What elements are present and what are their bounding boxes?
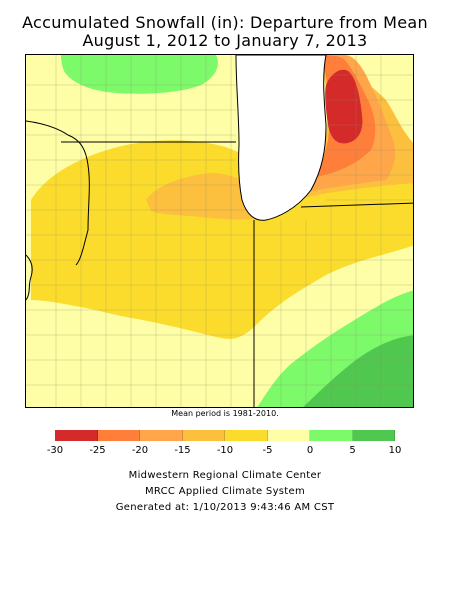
legend-tick-label: -25: [89, 445, 106, 456]
legend-color-bar: [55, 430, 395, 441]
color-legend: -30 -25 -20 -15 -10 -5 0 5 10: [47, 430, 401, 460]
legend-swatch-7: [352, 430, 395, 441]
indiana-michigan-border: [300, 202, 413, 208]
legend-swatch-3: [182, 430, 225, 441]
map-canvas: [26, 55, 413, 407]
credit-organization: Midwestern Regional Climate Center: [128, 470, 322, 481]
legend-swatch-6: [310, 430, 353, 441]
legend-swatch-1: [97, 430, 140, 441]
legend-tick-label: -30: [46, 445, 64, 456]
zone-0-to-5-northwest: [61, 55, 218, 94]
legend-tick-label: -5: [262, 445, 273, 456]
mississippi-river-border: [26, 120, 90, 231]
county-lines: [26, 55, 413, 407]
legend-swatch-5: [267, 430, 310, 441]
legend-tick-label: -10: [216, 445, 234, 456]
credit-system: MRCC Applied Climate System: [144, 486, 306, 497]
legend-tick-label: -20: [131, 445, 149, 456]
legend-tick-label: 0: [306, 445, 314, 456]
state-boundaries: [26, 120, 413, 407]
mean-period-note: Mean period is 1981-2010.: [171, 409, 279, 418]
snowfall-departure-map: [25, 54, 414, 408]
map-date-range: August 1, 2012 to January 7, 2013: [82, 31, 368, 50]
map-title: Accumulated Snowfall (in): Departure fro…: [22, 13, 428, 32]
west-border: [26, 254, 33, 301]
legend-tick-label: 5: [349, 445, 356, 456]
legend-swatch-4: [225, 430, 268, 441]
lake-michigan: [235, 55, 327, 221]
legend-tick-label: -15: [174, 445, 191, 456]
credit-generated-at: Generated at: 1/10/2013 9:43:46 AM CST: [115, 502, 335, 513]
zone-5-to-10-southeast: [303, 335, 413, 407]
river-border-south: [75, 229, 89, 266]
legend-swatch-0: [55, 430, 98, 441]
legend-swatch-2: [140, 430, 183, 441]
legend-tick-label: 10: [388, 445, 402, 456]
